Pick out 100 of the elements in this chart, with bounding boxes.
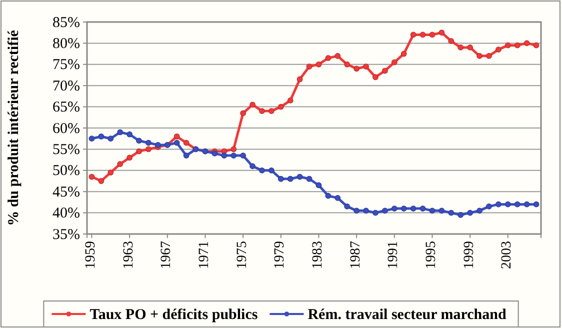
- point: [259, 167, 265, 174]
- point: [325, 192, 332, 199]
- x-tick-label: 1959: [84, 241, 99, 269]
- point: [410, 206, 416, 212]
- y-tick-label: 35%: [52, 226, 80, 243]
- x-tick-label: 1991: [386, 241, 402, 269]
- point: [372, 74, 378, 80]
- point: [136, 138, 142, 144]
- point: [117, 129, 124, 136]
- point: [136, 148, 142, 154]
- legend-label: Rém. travail secteur marchand: [308, 307, 507, 323]
- point: [268, 167, 274, 174]
- point: [391, 59, 398, 66]
- point: [146, 146, 152, 152]
- point: [448, 210, 454, 216]
- point: [495, 201, 502, 208]
- point: [504, 42, 511, 48]
- point: [316, 61, 322, 68]
- point: [316, 182, 322, 188]
- point: [533, 201, 540, 208]
- y-tick-label: 85%: [52, 14, 80, 31]
- point: [372, 210, 378, 216]
- x-tick-label: 2003: [500, 241, 515, 269]
- point: [354, 66, 360, 72]
- point: [98, 178, 104, 184]
- point: [154, 142, 161, 148]
- point: [382, 68, 388, 74]
- point: [212, 150, 218, 156]
- point: [344, 61, 350, 68]
- point: [221, 152, 228, 158]
- point: [467, 210, 474, 216]
- point: [400, 206, 407, 212]
- point: [458, 44, 464, 50]
- point: [250, 163, 256, 170]
- point: [363, 208, 369, 214]
- x-tick-label: 1987: [348, 241, 364, 269]
- y-tick-label: 50%: [52, 163, 80, 180]
- point: [88, 136, 95, 142]
- legend-label: Taux PO + déficits publics: [90, 307, 258, 323]
- x-tick-label: 1979: [272, 241, 288, 269]
- point: [524, 201, 530, 208]
- point: [108, 170, 114, 176]
- point: [259, 108, 265, 114]
- point: [438, 30, 445, 36]
- point: [334, 52, 341, 59]
- point: [458, 212, 464, 218]
- point: [306, 64, 312, 70]
- point: [438, 208, 445, 214]
- point: [467, 44, 474, 50]
- point: [296, 174, 303, 180]
- point: [250, 102, 256, 108]
- point: [183, 152, 190, 158]
- y-tick-label: 70%: [52, 78, 80, 94]
- point: [268, 108, 274, 114]
- x-tick-label: 1971: [197, 241, 212, 269]
- point: [354, 208, 360, 214]
- point: [429, 32, 436, 38]
- point: [410, 32, 416, 38]
- point: [240, 110, 246, 116]
- x-tick-label: 1975: [234, 241, 250, 269]
- x-tick-label: 1999: [462, 241, 477, 269]
- point: [325, 55, 332, 61]
- point: [88, 174, 95, 180]
- y-tick-label: 75%: [52, 57, 80, 74]
- point: [287, 176, 294, 182]
- point: [514, 42, 520, 48]
- point: [278, 176, 284, 182]
- point: [98, 134, 104, 140]
- point: [476, 52, 482, 59]
- point: [117, 161, 124, 167]
- point: [174, 134, 180, 140]
- point: [448, 38, 454, 44]
- point: [533, 42, 540, 48]
- y-tick-label: 80%: [52, 36, 80, 52]
- point: [429, 208, 436, 214]
- y-tick-label: 45%: [52, 184, 80, 200]
- point: [146, 140, 152, 146]
- point: [108, 136, 114, 142]
- y-tick-label: 40%: [52, 206, 80, 222]
- point: [486, 204, 492, 210]
- point: [514, 201, 520, 208]
- y-tick-label: 65%: [52, 100, 80, 116]
- point: [391, 206, 398, 212]
- y-tick-label: 60%: [52, 120, 80, 137]
- y-axis-title: % du produit intérieur rectifié: [6, 30, 22, 226]
- point: [382, 208, 388, 214]
- x-tick-label: 1967: [159, 241, 174, 269]
- point: [126, 154, 133, 161]
- point: [174, 140, 180, 146]
- x-tick-label: 1983: [310, 241, 326, 269]
- point: [486, 52, 492, 59]
- point: [230, 152, 237, 158]
- point: [400, 50, 407, 57]
- x-tick-label: 1995: [424, 241, 440, 269]
- point: [363, 64, 369, 70]
- point: [334, 195, 341, 201]
- point: [420, 206, 426, 212]
- point: [230, 146, 237, 152]
- point: [278, 104, 284, 110]
- point: [126, 131, 133, 138]
